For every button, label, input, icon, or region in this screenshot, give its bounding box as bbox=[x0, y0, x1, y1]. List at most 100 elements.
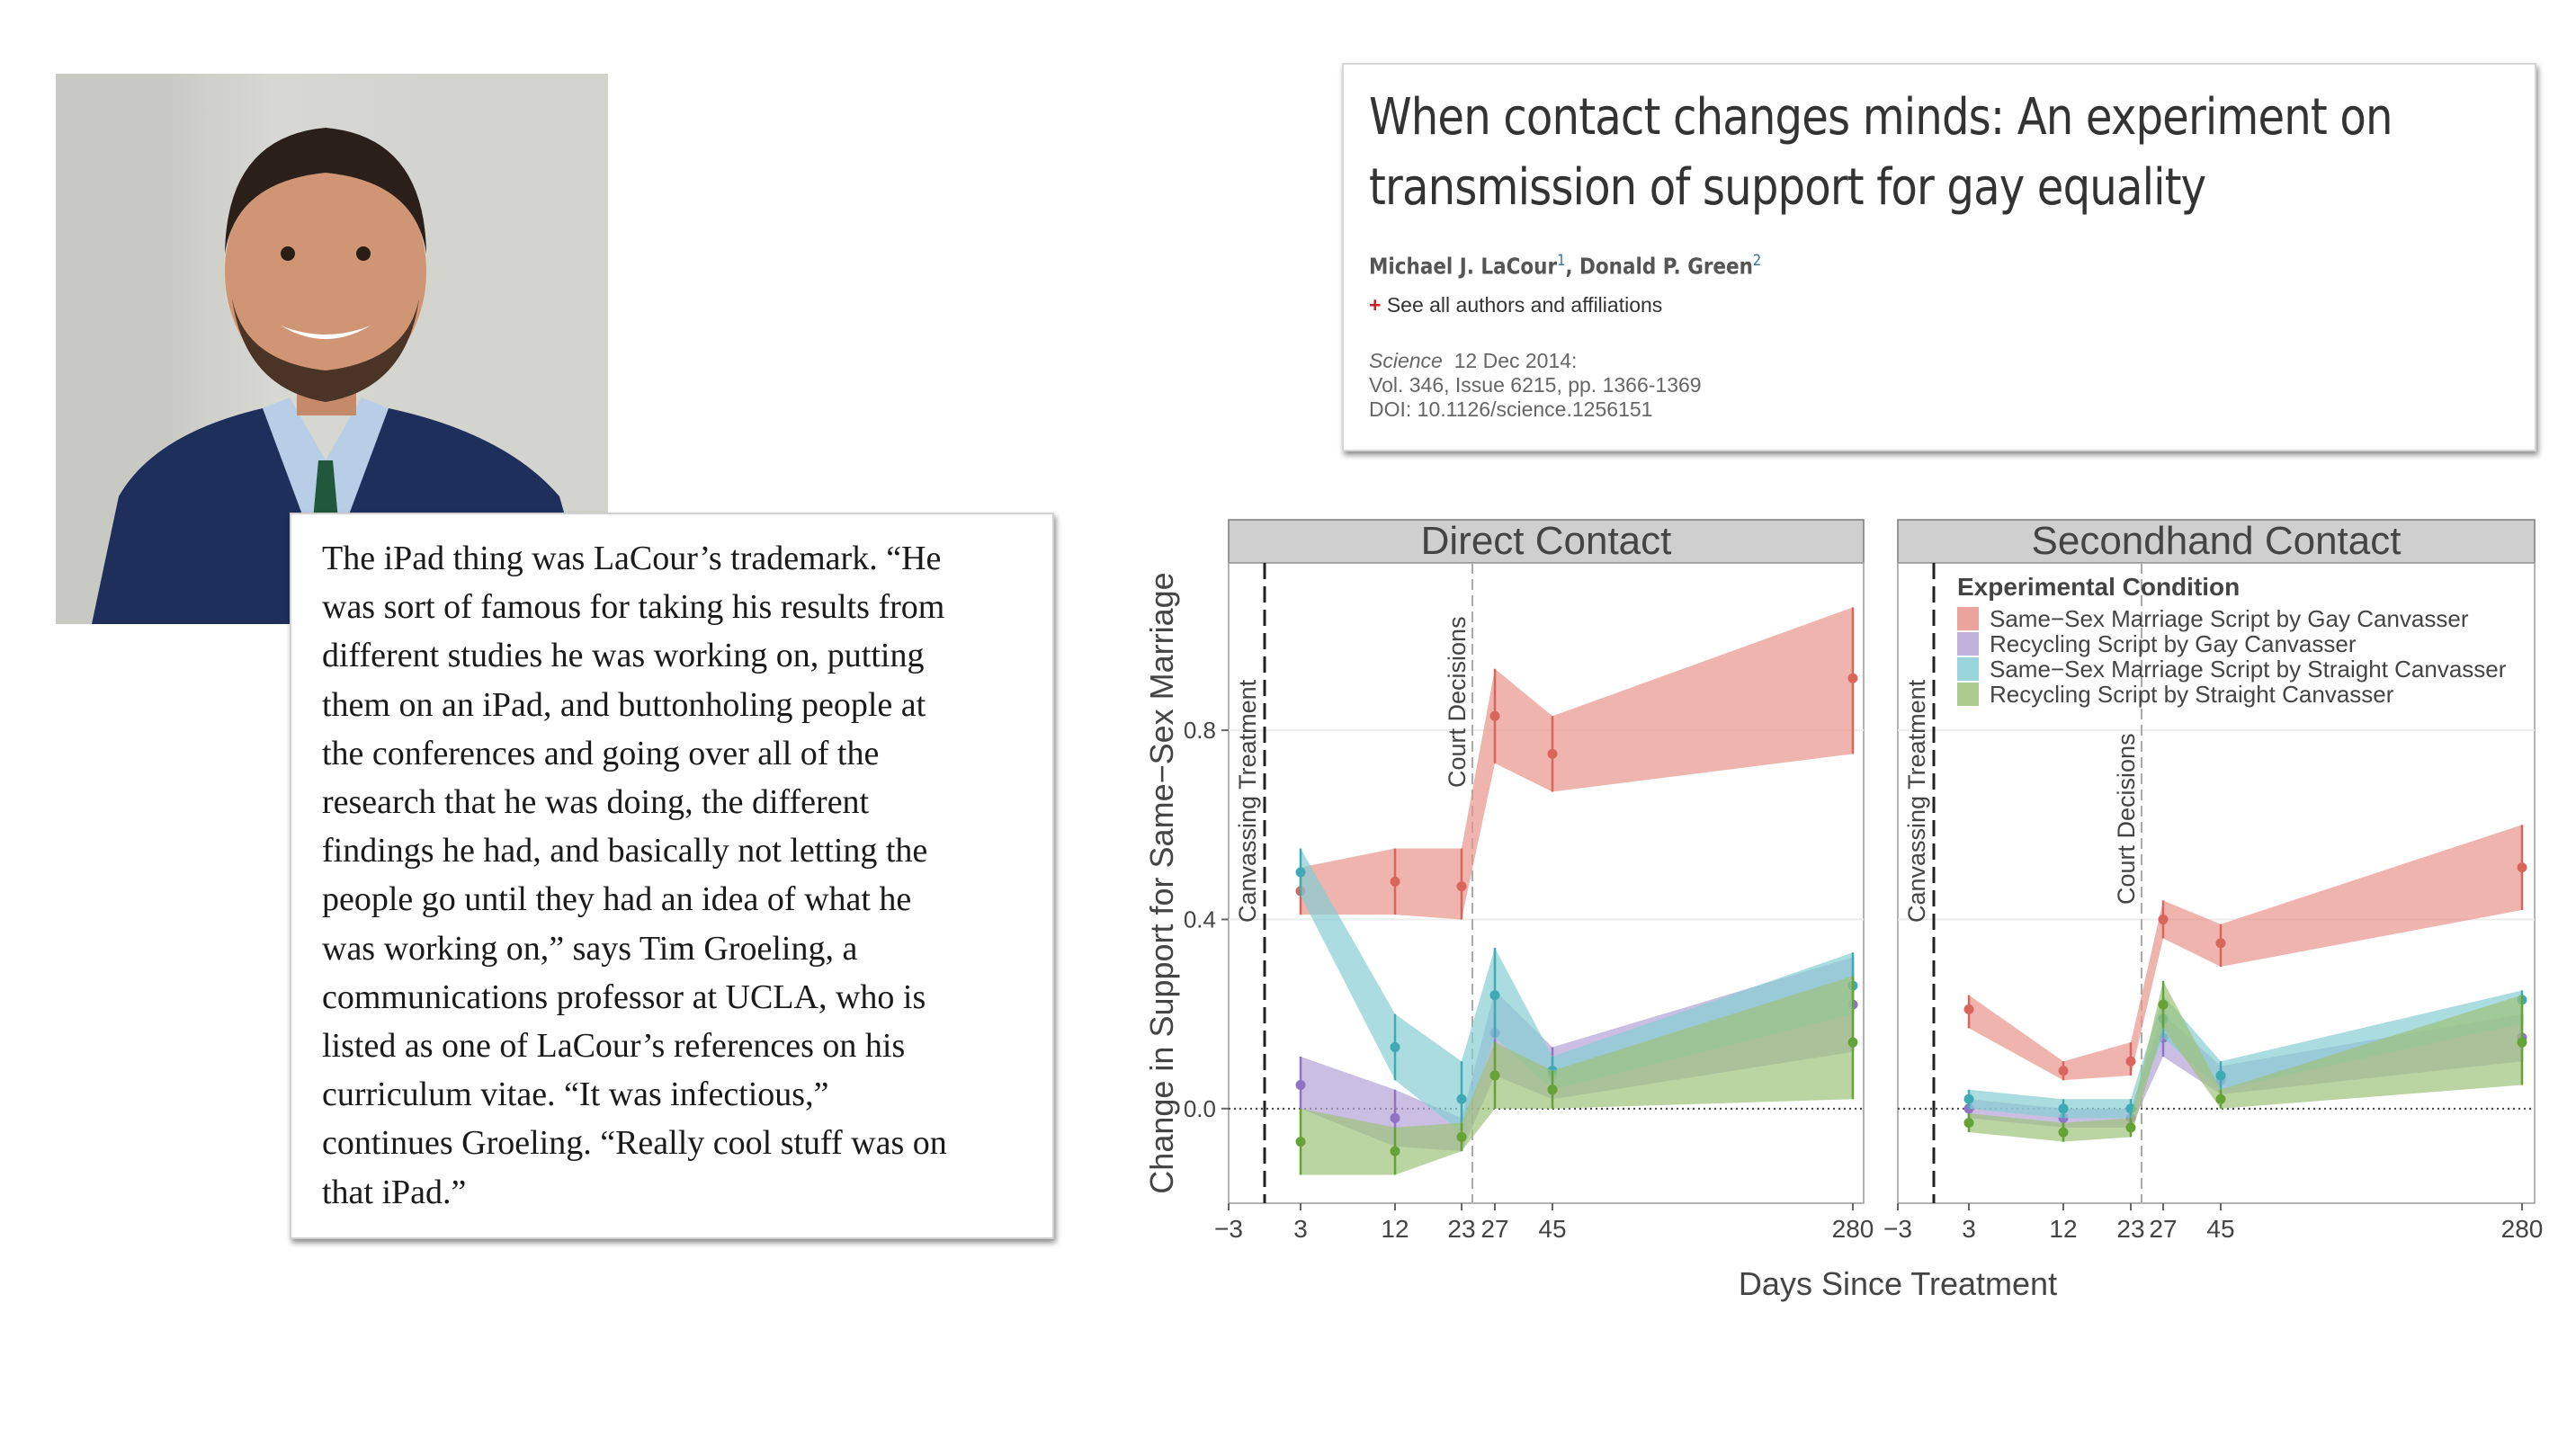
quote-line: continues Groeling. “Really cool stuff w… bbox=[322, 1124, 947, 1163]
paper-title-line-2: transmission of support for gay equality bbox=[1369, 158, 2206, 217]
quote-card: The iPad thing was LaCour’s trademark. “… bbox=[290, 513, 1054, 1239]
quote-line: findings he had, and basically not letti… bbox=[322, 832, 928, 870]
x-tick-label: 23 bbox=[2116, 1215, 2144, 1243]
panel-header bbox=[1897, 519, 2536, 564]
legend: Experimental Condition Same−Sex Marriage … bbox=[1957, 573, 2507, 708]
canvassing-label: Canvassing Treatment bbox=[1234, 679, 1261, 923]
data-point bbox=[1295, 867, 1306, 878]
x-tick-label: 23 bbox=[1447, 1215, 1475, 1243]
series-band bbox=[1301, 607, 1853, 920]
legend-label: Same−Sex Marriage Script by Gay Canvasse… bbox=[1990, 605, 2469, 632]
legend-label: Recycling Script by Gay Canvasser bbox=[1990, 630, 2357, 657]
affiliation-sup-2: 2 bbox=[1752, 252, 1762, 270]
court-decisions-label: Court Decisions bbox=[2113, 733, 2140, 905]
y-tick-label: 0.0 bbox=[1184, 1095, 1216, 1122]
quote-line: was sort of famous for taking his result… bbox=[322, 588, 945, 627]
quote-line: different studies he was working on, put… bbox=[322, 637, 925, 675]
legend-label: Same−Sex Marriage Script by Straight Can… bbox=[1990, 656, 2507, 683]
legend-label: Recycling Script by Straight Canvasser bbox=[1990, 681, 2394, 708]
data-point bbox=[2215, 938, 2226, 949]
quote-line: research that he was doing, the differen… bbox=[322, 783, 870, 822]
legend-swatch bbox=[1957, 607, 1979, 630]
data-point bbox=[1456, 1131, 1467, 1142]
series-band bbox=[1969, 990, 2522, 1119]
portrait-illustration bbox=[56, 74, 608, 624]
x-tick-label: 280 bbox=[2501, 1215, 2544, 1243]
quote-line: communications professor at UCLA, who is bbox=[322, 977, 926, 1016]
data-point bbox=[2058, 1103, 2069, 1114]
doi-info[interactable]: DOI: 10.1126/science.1256151 bbox=[1369, 397, 1653, 421]
data-point bbox=[2215, 1070, 2226, 1081]
series-band bbox=[1301, 976, 1853, 1175]
data-point bbox=[1390, 1146, 1400, 1156]
x-tick-label: 3 bbox=[1962, 1215, 1976, 1243]
volume-info: Vol. 346, Issue 6215, pp. 1366-1369 bbox=[1369, 373, 1702, 397]
data-point bbox=[1390, 876, 1400, 887]
panel-title: Direct Contact bbox=[1421, 519, 1672, 563]
data-point bbox=[1847, 673, 1858, 683]
x-tick-label: 45 bbox=[2206, 1215, 2234, 1243]
paper-authors: Michael J. LaCour1, Donald P. Green2 bbox=[1369, 252, 1761, 279]
x-axis-label: Days Since Treatment bbox=[1739, 1265, 2057, 1302]
panel-title: Secondhand Contact bbox=[2032, 519, 2402, 563]
author-separator: , bbox=[1565, 253, 1580, 280]
data-point bbox=[2158, 999, 2169, 1010]
data-point bbox=[1489, 990, 1500, 1001]
x-tick-label: −3 bbox=[1214, 1215, 1243, 1243]
see-all-authors-label: See all authors and affiliations bbox=[1386, 293, 1663, 317]
quote-line: that iPad.” bbox=[322, 1173, 467, 1211]
author-link-green[interactable]: Donald P. Green bbox=[1579, 253, 1753, 280]
citation: Science 12 Dec 2014: Vol. 346, Issue 621… bbox=[1369, 349, 1702, 422]
affiliation-sup-1: 1 bbox=[1557, 252, 1566, 270]
quote-line: listed as one of LaCour’s references on … bbox=[322, 1027, 906, 1066]
x-tick-label: 45 bbox=[1538, 1215, 1566, 1243]
see-all-authors-link[interactable]: + See all authors and affiliations bbox=[1369, 293, 1662, 317]
panel-direct-contact: Direct Contact Canvassing Treatment Court … bbox=[1214, 519, 1874, 1243]
data-point bbox=[1489, 710, 1500, 721]
data-point bbox=[1489, 1070, 1500, 1081]
portrait-photo bbox=[56, 74, 608, 624]
data-point bbox=[1390, 1041, 1400, 1052]
y-tick-label: 0.8 bbox=[1184, 717, 1216, 744]
author-link-lacour[interactable]: Michael J. LaCour bbox=[1369, 253, 1558, 280]
data-point bbox=[1390, 1112, 1400, 1123]
quote-line: people go until they had an idea of what… bbox=[322, 880, 912, 919]
x-tick-label: 12 bbox=[1381, 1215, 1409, 1243]
paper-title-line-1: When contact changes minds: An experimen… bbox=[1369, 88, 2393, 147]
data-point bbox=[2158, 914, 2169, 924]
panel-header bbox=[1228, 519, 1865, 564]
paper-title: When contact changes minds: An experimen… bbox=[1369, 83, 2529, 223]
y-axis-label: Change in Support for Same−Sex Marriage bbox=[1143, 572, 1180, 1193]
x-tick-label: 280 bbox=[1832, 1215, 1874, 1243]
data-point bbox=[2517, 862, 2527, 873]
x-tick-label: 27 bbox=[2149, 1215, 2177, 1243]
data-point bbox=[2058, 1127, 2069, 1138]
court-decisions-label: Court Decisions bbox=[1444, 616, 1471, 788]
data-point bbox=[1847, 1037, 1858, 1048]
series-band bbox=[1301, 848, 1853, 1133]
x-tick-label: 3 bbox=[1293, 1215, 1308, 1243]
quote-line: The iPad thing was LaCour’s trademark. “… bbox=[322, 540, 942, 577]
x-tick-label: −3 bbox=[1883, 1215, 1912, 1243]
legend-swatch bbox=[1957, 657, 1979, 681]
publication-date: 12 Dec 2014: bbox=[1453, 349, 1578, 372]
series-band bbox=[1969, 980, 2522, 1142]
data-point bbox=[1547, 748, 1558, 759]
plus-icon: + bbox=[1369, 293, 1382, 317]
x-tick-label: 27 bbox=[1480, 1215, 1508, 1243]
data-point bbox=[1963, 1093, 1974, 1104]
data-point bbox=[1295, 1080, 1306, 1091]
data-point bbox=[1456, 881, 1467, 892]
data-point bbox=[1963, 1004, 1974, 1014]
quote-line: them on an iPad, and buttonholing people… bbox=[322, 685, 926, 724]
journal-name: Science bbox=[1369, 349, 1443, 372]
legend-swatch bbox=[1957, 683, 1979, 706]
y-tick-label: 0.4 bbox=[1184, 906, 1216, 933]
series-band bbox=[1969, 825, 2522, 1081]
legend-title: Experimental Condition bbox=[1957, 573, 2240, 601]
quote-line: was working on,” says Tim Groeling, a bbox=[322, 929, 858, 968]
quote-line: curriculum vitae. “It was infectious,” bbox=[322, 1076, 829, 1114]
data-point bbox=[2125, 1122, 2136, 1133]
